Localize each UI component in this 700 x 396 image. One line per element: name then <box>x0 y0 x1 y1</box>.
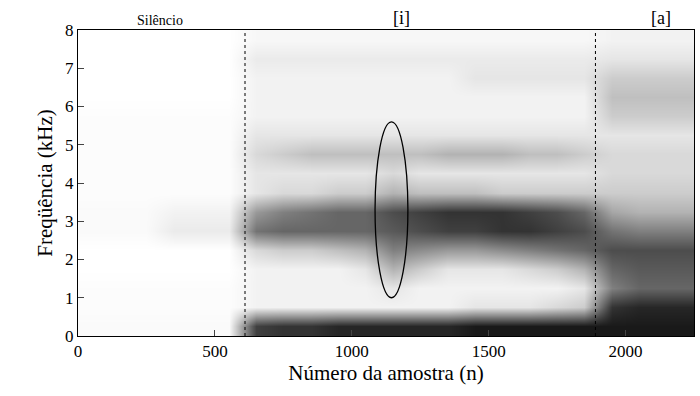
svg-text:6: 6 <box>65 97 74 116</box>
svg-text:7: 7 <box>65 59 74 78</box>
svg-text:1500: 1500 <box>472 342 506 361</box>
svg-text:Silêncio: Silêncio <box>137 13 183 28</box>
svg-text:0: 0 <box>65 327 74 346</box>
svg-text:8: 8 <box>65 21 74 40</box>
svg-text:[i]: [i] <box>393 8 410 28</box>
svg-text:1000: 1000 <box>335 342 369 361</box>
svg-text:[a]: [a] <box>651 8 671 28</box>
svg-text:2000: 2000 <box>609 342 643 361</box>
svg-text:Freqüência (kHz): Freqüência (kHz) <box>33 109 57 257</box>
svg-text:4: 4 <box>65 174 74 193</box>
svg-text:3: 3 <box>65 212 74 231</box>
svg-text:Número da amostra (n): Número da amostra (n) <box>288 361 483 385</box>
svg-text:500: 500 <box>202 342 228 361</box>
svg-text:5: 5 <box>65 136 74 155</box>
svg-text:0: 0 <box>74 342 83 361</box>
svg-text:2: 2 <box>65 250 74 269</box>
svg-text:1: 1 <box>65 289 74 308</box>
